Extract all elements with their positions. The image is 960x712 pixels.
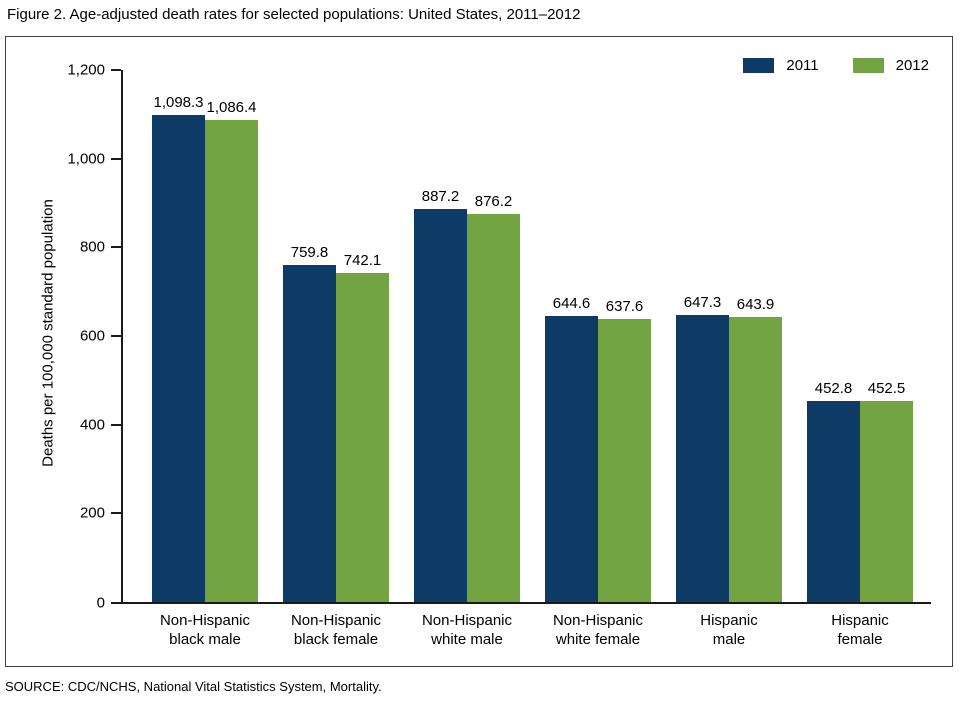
source-note: SOURCE: CDC/NCHS, National Vital Statist… [5,679,382,694]
legend-item-2012: 2012 [852,57,929,74]
legend-label-2011: 2011 [786,57,819,74]
bar-value-2011-3: 887.2 [421,188,460,205]
bar-2011-5 [676,315,729,602]
bar-2011-3 [414,209,467,602]
bar-value-2011-2: 759.8 [290,244,329,261]
category-label-line: Non-Hispanic [421,612,513,629]
y-tick-400 [111,424,121,426]
bar-2012-2 [336,273,389,602]
category-label-4: Non-Hispanic white female [526,612,670,650]
y-tick-label-0: 0 [96,594,105,612]
bar-value-2012-4: 637.6 [605,298,644,315]
category-label-line: Non-Hispanic [159,612,251,629]
y-tick-800 [111,246,121,248]
category-label-line: black female [293,630,379,648]
bar-2012-1 [205,120,258,602]
category-label-line: white male [431,630,503,648]
figure-title: Figure 2. Age-adjusted death rates for s… [7,6,581,23]
category-label-line: white female [555,630,641,648]
bar-2012-4 [598,319,651,602]
y-tick-label-1200: 1,200 [67,61,105,79]
bar-2012-3 [467,214,520,602]
category-label-line: female [837,630,883,648]
category-label-5: Hispanic male [657,612,801,650]
y-tick-label-800: 800 [79,238,105,256]
bar-2011-4 [545,316,598,602]
bar-2011-6 [807,401,860,602]
legend: 2011 2012 [743,57,929,74]
category-label-line: Non-Hispanic [552,612,644,629]
bar-value-2012-2: 742.1 [343,252,382,269]
y-tick-600 [111,335,121,337]
x-axis-line [121,602,931,604]
bar-value-2012-1: 1,086.4 [206,99,257,116]
category-label-line: Non-Hispanic [290,612,382,629]
bar-value-2012-5: 643.9 [736,296,775,313]
bar-2012-5 [729,317,782,602]
legend-swatch-2012 [852,58,884,73]
plot-area: 0 200 400 600 800 1,000 1,200 1,098.3 759.8 887.2… [6,37,952,666]
legend-swatch-2011 [743,58,775,73]
y-tick-1000 [111,158,121,160]
bar-value-2011-6: 452.8 [814,380,853,397]
y-tick-0 [111,602,121,604]
y-tick-label-600: 600 [79,327,105,345]
bar-value-2012-6: 452.5 [867,380,906,397]
bar-value-2012-3: 876.2 [474,193,513,210]
category-label-1: Non-Hispanic black male [133,612,277,650]
bar-2011-1 [152,115,205,602]
legend-label-2012: 2012 [895,57,929,74]
category-label-line: Hispanic [831,612,889,629]
chart-frame: 2011 2012 Deaths per 100,000 standard po… [5,36,953,667]
bar-value-2011-1: 1,098.3 [153,94,204,111]
category-label-3: Non-Hispanic white male [395,612,539,650]
y-tick-label-1000: 1,000 [67,150,105,168]
category-label-line: Hispanic [700,612,758,629]
y-tick-200 [111,512,121,514]
y-tick-label-200: 200 [79,504,105,522]
category-label-line: male [712,630,746,648]
bar-value-2011-5: 647.3 [683,294,722,311]
category-label-6: Hispanic female [788,612,932,650]
legend-item-2011: 2011 [743,57,819,74]
bar-2012-6 [860,401,913,602]
bar-2011-2 [283,265,336,602]
category-label-2: Non-Hispanic black female [264,612,408,650]
y-tick-label-400: 400 [79,416,105,434]
category-label-line: black male [169,630,241,648]
y-tick-1200 [111,69,121,71]
bar-value-2011-4: 644.6 [552,295,591,312]
y-axis-line [121,70,123,604]
